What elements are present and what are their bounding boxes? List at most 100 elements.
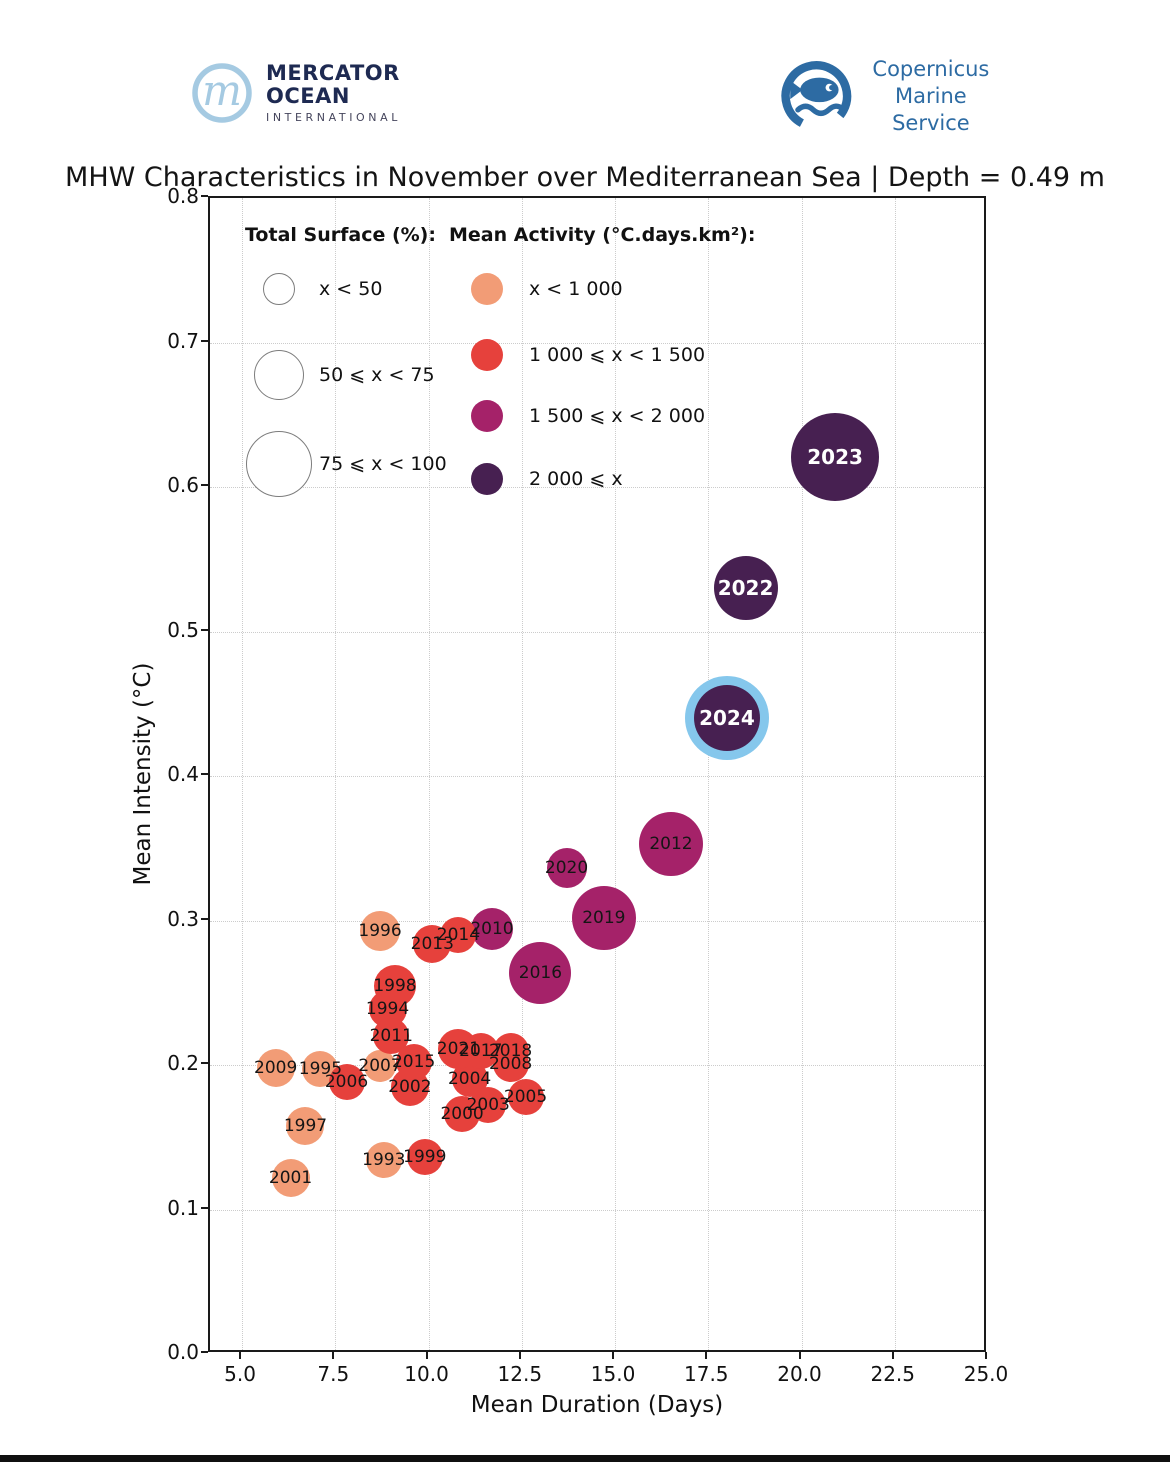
bubble-label-2020: 2020 [544,858,589,879]
bubble-label-1998: 1998 [373,975,417,996]
y-gridline [210,487,984,488]
x-tick [891,1352,894,1359]
bubble-label-2019: 2019 [582,907,626,928]
size-legend-circle [263,273,295,305]
bubble-label-2014: 2014 [436,924,481,945]
bubble-label-1995: 1995 [298,1059,343,1080]
bubble-label-2008: 2008 [488,1053,533,1074]
size-legend-circle [254,350,304,400]
bubble-2014 [440,916,477,953]
bubble-2023 [791,412,880,501]
mercator-logo-text-3: INTERNATIONAL [266,111,401,124]
bubble-label-2024: 2024 [699,706,755,731]
x-tick [518,1352,521,1359]
y-tick-label: 0.3 [167,906,199,931]
size-legend-circle [246,431,312,497]
bubble-label-1996: 1996 [358,920,402,941]
bubble-label-2016: 2016 [518,962,563,983]
bubble-label-2010: 2010 [470,919,514,940]
x-tick [425,1352,428,1359]
bubble-2015 [395,1044,432,1081]
y-tick-label: 0.7 [167,328,199,353]
x-tick [798,1352,801,1359]
x-gridline [428,198,430,1350]
copernicus-logo-icon [781,61,852,131]
x-tick-label: 5.0 [224,1362,256,1386]
copernicus-logo-text-1: Copernicus [872,56,990,81]
y-tick-label: 0.0 [167,1340,199,1364]
color-legend-dot [471,400,503,432]
x-gridline [708,198,710,1350]
y-gridline [210,631,984,633]
x-tick-label: 7.5 [317,1362,350,1386]
bubble-label-1997: 1997 [283,1115,328,1136]
x-tick [332,1352,335,1359]
x-tick-label: 20.0 [777,1362,822,1386]
bubble-label-2000: 2000 [440,1104,484,1125]
bubble-label-1993: 1993 [362,1150,406,1171]
plot-area: 1993 1994 1995 1996 1997 1998 1999 2000 2001 2002… [208,196,986,1352]
y-tick [201,1206,208,1209]
bubble-2018 [492,1032,529,1069]
bubble-2007 [364,1050,397,1083]
size-legend-label: 50 ⩽ x < 75 [319,364,435,386]
bubble-2021 [438,1029,479,1070]
bubble-1999 [406,1139,443,1176]
y-tick-label: 0.5 [167,617,199,642]
y-tick [201,628,208,631]
y-tick [201,195,208,197]
y-gridline [210,1065,984,1066]
mercator-logo-text-1: MERCATOR [266,61,400,85]
bubble-label-2009: 2009 [254,1057,298,1078]
y-gridline [210,342,984,344]
bubble-label-2003: 2003 [466,1095,510,1116]
bubble-2010 [470,908,513,951]
y-axis-label: Mean Intensity (°C) [130,662,156,886]
bubble-label-2021: 2021 [436,1039,481,1060]
y-tick [201,484,208,486]
y-tick [201,773,208,775]
x-tick-label: 12.5 [497,1362,543,1386]
x-tick [985,1352,987,1359]
x-gridline [615,198,617,1350]
color-legend-dot [471,339,503,371]
bubble-label-2006: 2006 [324,1072,369,1093]
bubble-2006 [328,1064,365,1101]
color-legend-label: 1 500 ⩽ x < 2 000 [529,405,706,427]
x-tick-label: 17.5 [684,1362,729,1386]
y-tick-label: 0.8 [167,184,199,208]
y-gridline [210,776,984,777]
bubble-1997 [286,1106,325,1145]
bubble-1998 [373,964,416,1007]
color-legend-label: x < 1 000 [529,278,623,300]
y-tick-label: 0.6 [167,473,199,497]
size-legend-title: Total Surface (%): [245,224,436,246]
y-tick-label: 0.4 [167,762,199,786]
bubble-1993 [365,1142,402,1179]
bubble-label-2002: 2002 [388,1076,432,1097]
y-tick [201,1351,208,1353]
y-tick [201,339,208,342]
bubble-2001 [271,1158,310,1197]
size-legend-label: 75 ⩽ x < 100 [319,453,447,475]
x-gridline [801,198,803,1350]
bubble-2024 [693,685,760,752]
copernicus-logo-text-2: Marine Service [892,83,970,135]
y-tick-label: 0.1 [167,1195,199,1220]
color-legend-dot [471,273,503,305]
color-legend-label: 1 000 ⩽ x < 1 500 [529,344,706,366]
bubble-2022 [713,556,778,621]
bubble-2020 [546,848,587,889]
x-tick [705,1352,708,1359]
mercator-ocean-logo: m MERCATOR OCEAN INTERNATIONAL [188,56,418,130]
chart-title: MHW Characteristics in November over Med… [65,162,1105,193]
x-gridline [242,198,244,1350]
bubble-label-2001: 2001 [268,1167,313,1188]
x-gridline [335,198,337,1350]
x-tick [612,1352,615,1359]
x-tick-label: 25.0 [963,1362,1009,1386]
y-gridline [210,1209,984,1211]
bubble-label-2005: 2005 [503,1086,548,1107]
bubble-label-2013: 2013 [410,933,454,954]
